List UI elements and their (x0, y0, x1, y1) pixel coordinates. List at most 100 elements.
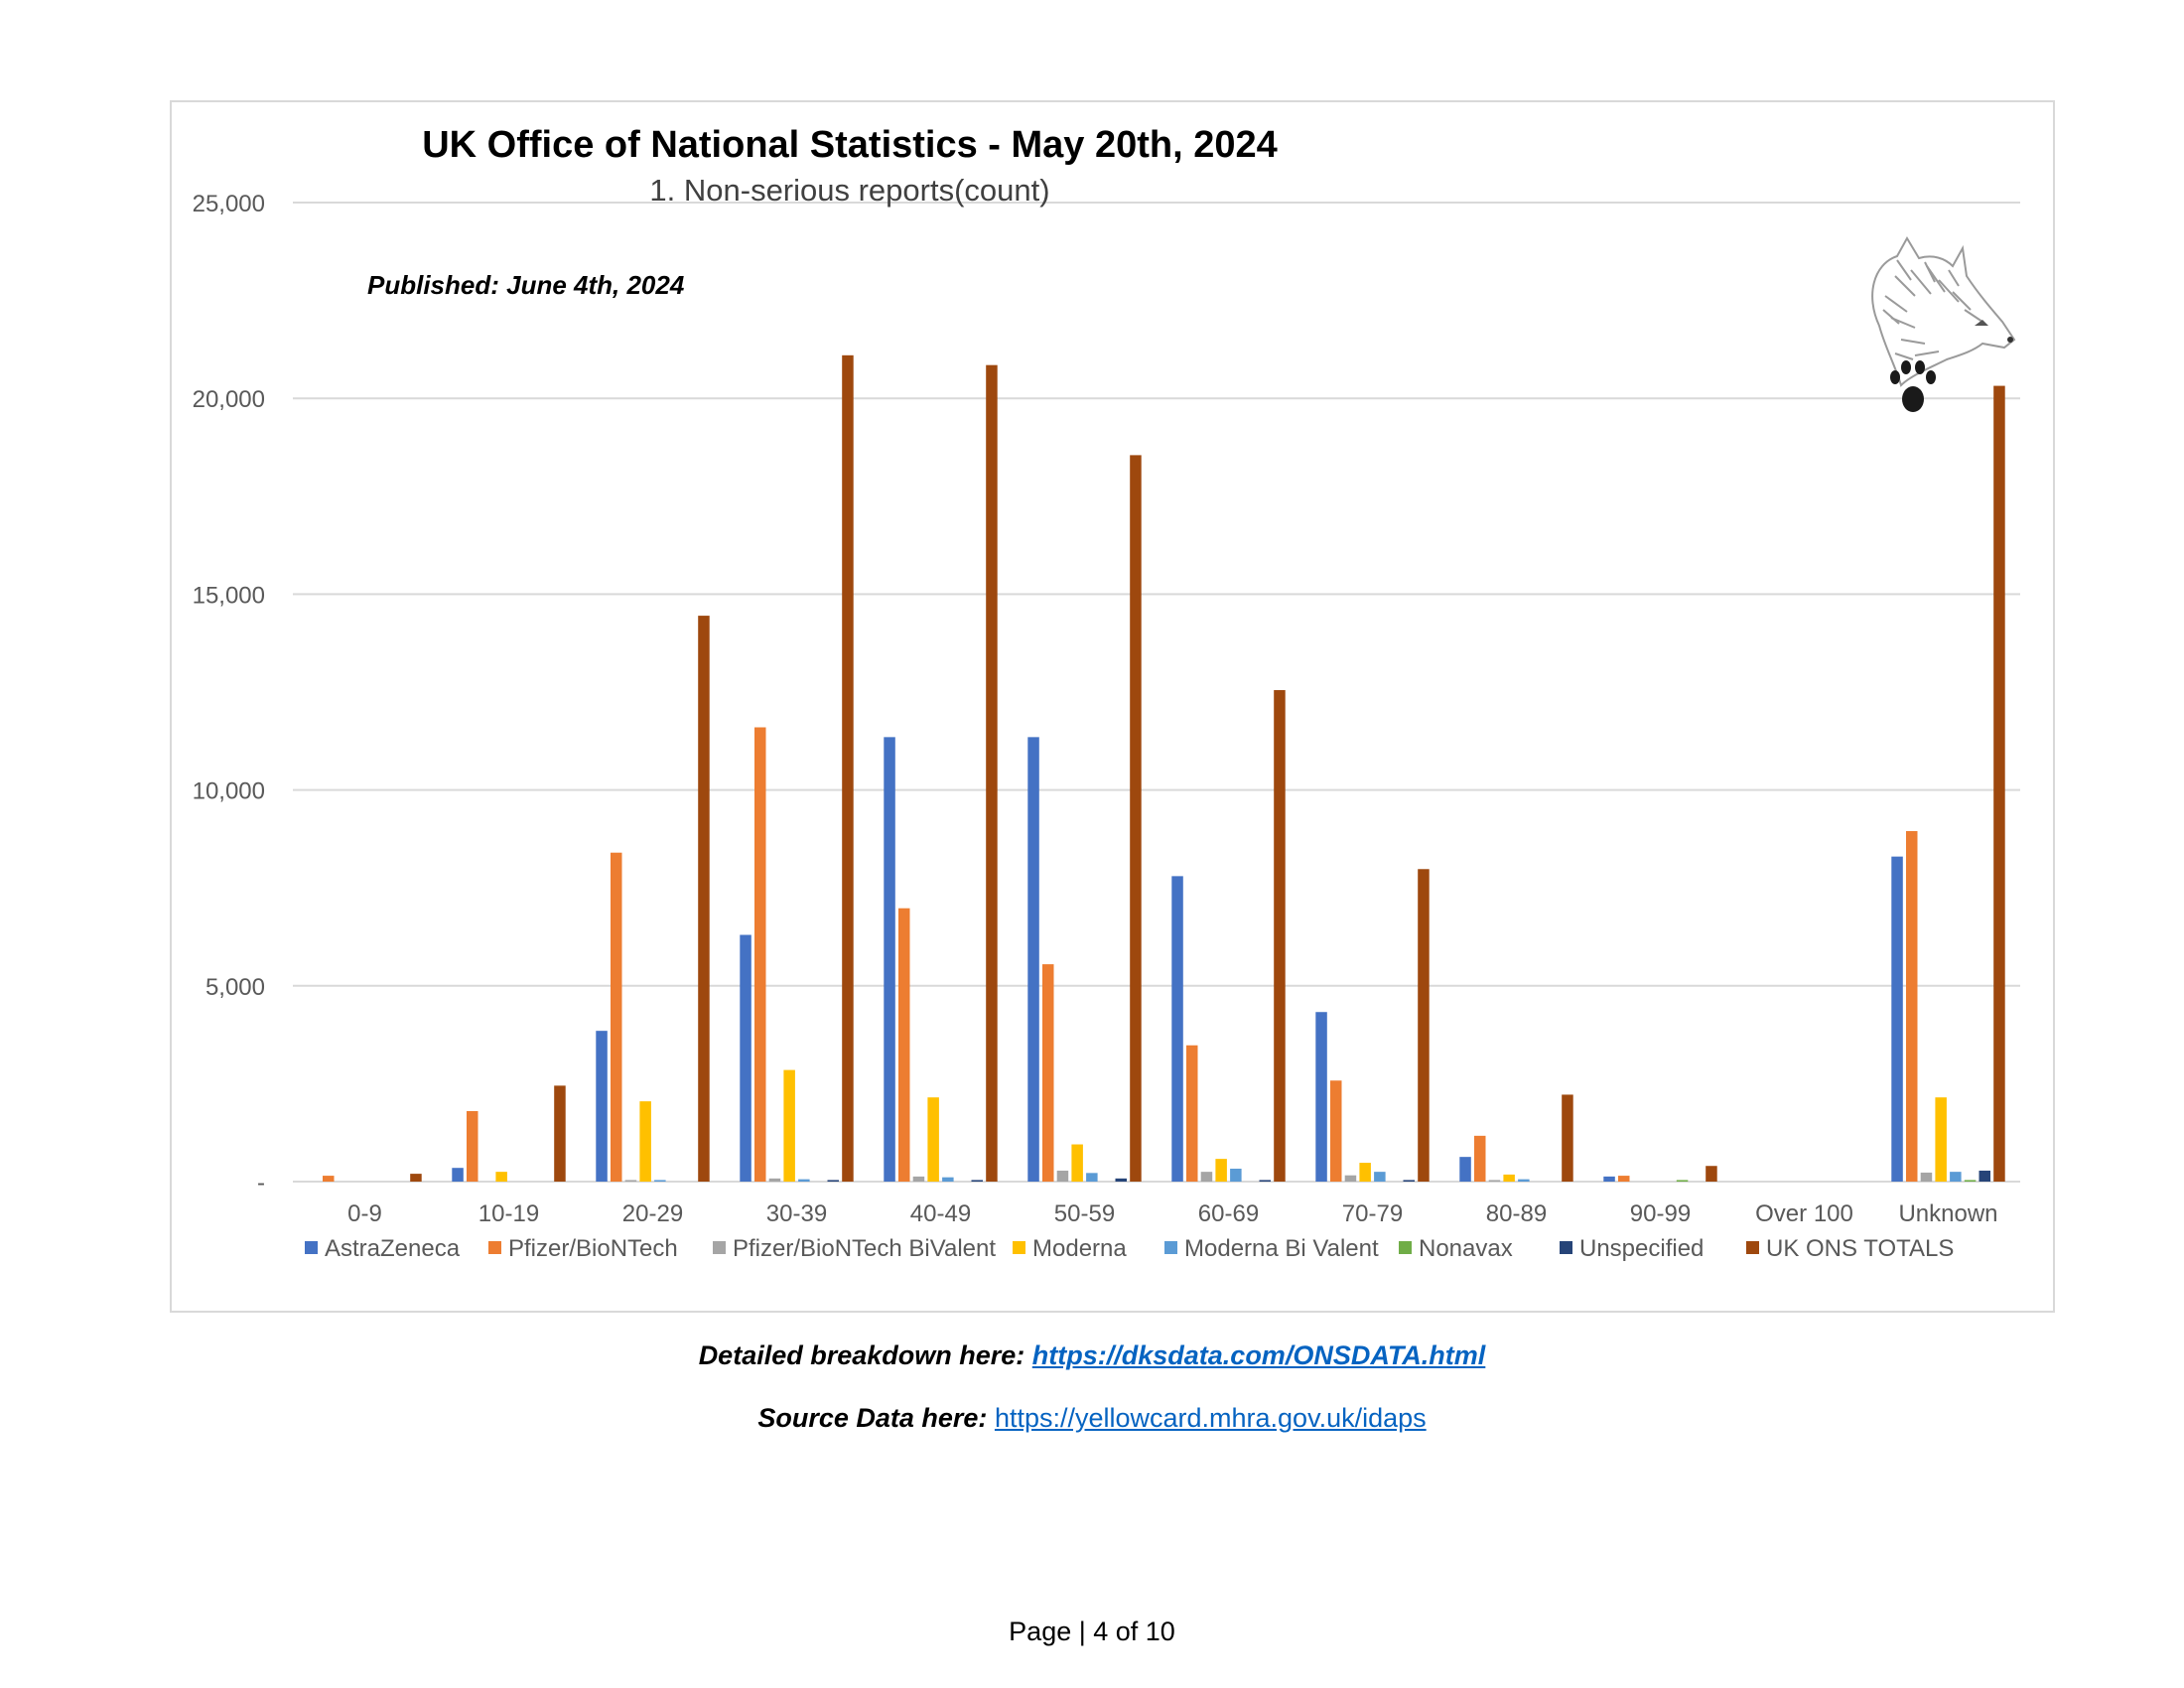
bar (611, 852, 622, 1182)
y-tick-label: 5,000 (205, 974, 265, 1001)
bar (1274, 690, 1286, 1182)
bar (410, 1174, 422, 1182)
legend-item: UK ONS TOTALS (1746, 1235, 1954, 1262)
legend-item: Nonavax (1399, 1235, 1513, 1262)
legend-item: Moderna (1013, 1235, 1127, 1262)
bar (1186, 1045, 1198, 1182)
legend-label: Nonavax (1419, 1235, 1513, 1262)
bar (1071, 1144, 1083, 1182)
page-number: Page | 4 of 10 (1009, 1617, 1175, 1646)
bar (942, 1177, 954, 1182)
legend-swatch (713, 1241, 726, 1254)
source-link[interactable]: https://yellowcard.mhra.gov.uk/idaps (994, 1403, 1427, 1433)
bar (1562, 1094, 1573, 1182)
bar (639, 1101, 651, 1182)
legend-label: Moderna (1032, 1235, 1127, 1262)
bar (1359, 1163, 1371, 1182)
legend-item: AstraZeneca (305, 1235, 461, 1262)
legend-swatch (1399, 1241, 1412, 1254)
y-tick-label: 20,000 (193, 386, 265, 413)
bar (1706, 1166, 1717, 1182)
x-tick-label: 80-89 (1486, 1200, 1547, 1227)
y-tick-label: 25,000 (193, 191, 265, 217)
bar (754, 727, 766, 1182)
bar (1964, 1180, 1977, 1182)
x-tick-label: 50-59 (1054, 1200, 1115, 1227)
bar (1086, 1173, 1098, 1182)
bar (554, 1085, 566, 1182)
legend-swatch (488, 1241, 501, 1254)
bar (927, 1097, 939, 1182)
bar (1906, 831, 1918, 1182)
chart-subtitle: 1. Non-serious reports(count) (649, 173, 1049, 208)
bar (1418, 869, 1430, 1182)
bar (1115, 1178, 1127, 1182)
bar (1459, 1157, 1471, 1182)
source-label: Source Data here: (757, 1403, 995, 1433)
bar (1676, 1180, 1689, 1182)
bar (495, 1172, 507, 1182)
bar (912, 1176, 925, 1182)
bar (1503, 1174, 1515, 1182)
chart-title: UK Office of National Statistics - May 2… (422, 124, 1278, 166)
bar (1488, 1180, 1501, 1182)
source-line: Source Data here: https://yellowcard.mhr… (0, 1403, 2184, 1434)
x-tick-label: 30-39 (766, 1200, 827, 1227)
x-tick-label: 60-69 (1198, 1200, 1259, 1227)
bar (698, 616, 710, 1182)
bar (884, 737, 895, 1182)
bar (1315, 1012, 1327, 1182)
legend-label: Moderna Bi Valent (1184, 1235, 1379, 1262)
legend-swatch (305, 1241, 318, 1254)
x-tick-label: Unknown (1898, 1200, 1997, 1227)
legend-swatch (1013, 1241, 1025, 1254)
bar (1920, 1172, 1933, 1182)
bar (323, 1176, 335, 1182)
legend-label: Pfizer/BioNTech (508, 1235, 678, 1262)
bar (1935, 1097, 1947, 1182)
legend-label: UK ONS TOTALS (1766, 1235, 1954, 1262)
bar (452, 1168, 464, 1182)
bar (1603, 1176, 1615, 1182)
bar (783, 1069, 795, 1182)
legend-item: Pfizer/BioNTech BiValent (713, 1235, 996, 1262)
legend-swatch (1746, 1241, 1759, 1254)
bar-chart: - 5,000 10,000 15,000 20,000 25,000 0-9 10-19 2… (193, 124, 2020, 1262)
bars (323, 354, 2005, 1182)
bar (1042, 964, 1054, 1182)
bar (624, 1180, 637, 1182)
bar (1950, 1172, 1962, 1182)
x-tick-label: Over 100 (1755, 1200, 1853, 1227)
legend-item: Pfizer/BioNTech (488, 1235, 678, 1262)
legend-label: Pfizer/BioNTech BiValent (733, 1235, 996, 1262)
legend-item: Unspecified (1560, 1235, 1704, 1262)
x-tick-label: 70-79 (1342, 1200, 1403, 1227)
gridlines (293, 202, 2020, 1183)
legend-label: AstraZeneca (325, 1235, 461, 1262)
x-tick-label: 40-49 (910, 1200, 971, 1227)
x-tick-label: 10-19 (478, 1200, 539, 1227)
bar (740, 934, 751, 1182)
breakdown-link[interactable]: https://dksdata.com/ONSDATA.html (1031, 1340, 1486, 1370)
bar (1027, 737, 1039, 1182)
x-tick-label: 0-9 (347, 1200, 382, 1227)
bar (1259, 1180, 1271, 1182)
bar (1330, 1080, 1342, 1182)
bar (1056, 1170, 1069, 1182)
bar (1474, 1135, 1486, 1182)
bar (654, 1180, 666, 1182)
x-tick-label: 90-99 (1630, 1200, 1691, 1227)
bar (1344, 1175, 1357, 1182)
y-tick-label: - (257, 1170, 265, 1196)
bar (1200, 1172, 1213, 1182)
breakdown-label: Detailed breakdown here: (698, 1340, 1032, 1370)
bar (898, 908, 910, 1182)
y-axis-ticks: - 5,000 10,000 15,000 20,000 25,000 (193, 191, 265, 1196)
breakdown-line: Detailed breakdown here: https://dksdata… (0, 1340, 2184, 1371)
bar (971, 1180, 983, 1182)
legend-swatch (1164, 1241, 1177, 1254)
legend: AstraZeneca Pfizer/BioNTech Pfizer/BioNTec… (305, 1235, 1954, 1262)
bar (986, 364, 998, 1182)
published-annotation: Published: June 4th, 2024 (367, 270, 685, 300)
bar (1518, 1179, 1530, 1182)
